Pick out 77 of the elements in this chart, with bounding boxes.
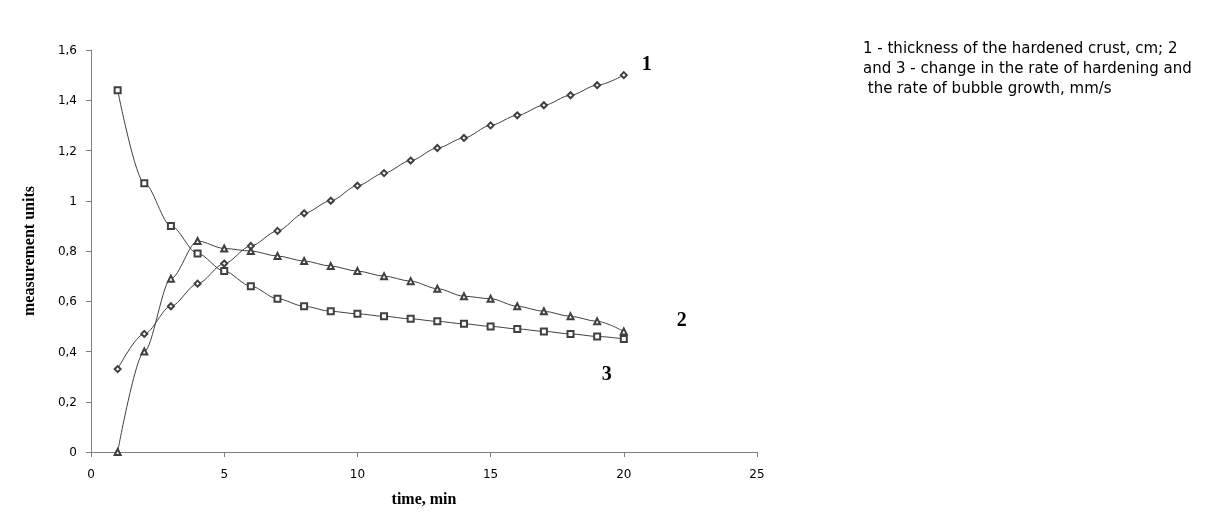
x-tick-label: 25 bbox=[749, 467, 765, 481]
point bbox=[166, 302, 175, 311]
point bbox=[113, 86, 122, 95]
point bbox=[486, 322, 495, 331]
y-tick-label: 0,6 bbox=[57, 294, 77, 309]
point bbox=[273, 226, 282, 235]
point bbox=[433, 317, 442, 326]
y-tick-label: 0,4 bbox=[57, 344, 77, 359]
text: 1 - thickness of the hardened crust, cm; 2 and 3 - change in the rate of hardening and the rate of bubble growth, mm/s bbox=[863, 39, 1192, 97]
text: 2 bbox=[676, 308, 687, 331]
point bbox=[486, 294, 495, 303]
point bbox=[380, 169, 389, 178]
point bbox=[300, 209, 309, 218]
point bbox=[166, 274, 175, 283]
point bbox=[433, 143, 442, 152]
x-axis-title: time, min bbox=[391, 489, 457, 507]
point bbox=[353, 181, 362, 190]
point bbox=[326, 307, 335, 316]
point bbox=[619, 334, 628, 343]
point bbox=[300, 302, 309, 311]
x-tick-label: 15 bbox=[482, 467, 499, 481]
point bbox=[539, 327, 548, 336]
point bbox=[140, 179, 149, 188]
point bbox=[566, 312, 575, 321]
point bbox=[193, 236, 202, 245]
point bbox=[406, 314, 415, 323]
point bbox=[566, 91, 575, 100]
y-tick-label: 0,2 bbox=[57, 394, 77, 409]
point bbox=[353, 309, 362, 318]
series-label: 1 bbox=[641, 52, 652, 75]
y-tick-label: 1,2 bbox=[57, 143, 77, 158]
point bbox=[513, 324, 522, 333]
point bbox=[459, 319, 468, 328]
series-label: 3 bbox=[601, 361, 612, 384]
y-tick-label: 1,6 bbox=[57, 43, 77, 57]
point bbox=[140, 329, 149, 338]
x-tick-label: 0 bbox=[87, 467, 95, 481]
point bbox=[406, 156, 415, 165]
y-axis-title: measurement units bbox=[19, 186, 37, 316]
point bbox=[566, 329, 575, 338]
point bbox=[619, 71, 628, 80]
x-tick-label: 10 bbox=[349, 467, 366, 481]
point bbox=[380, 312, 389, 321]
point bbox=[539, 307, 548, 316]
point bbox=[246, 282, 255, 291]
point bbox=[513, 111, 522, 120]
point bbox=[593, 317, 602, 326]
y-tick-label: 1,4 bbox=[57, 93, 77, 108]
point bbox=[459, 133, 468, 142]
point bbox=[406, 277, 415, 286]
point bbox=[193, 279, 202, 288]
y-tick-label: 1 bbox=[69, 193, 77, 208]
point bbox=[619, 327, 628, 336]
point bbox=[166, 221, 175, 230]
point bbox=[113, 365, 122, 374]
point bbox=[326, 196, 335, 205]
point bbox=[220, 244, 229, 253]
point bbox=[433, 284, 442, 293]
point bbox=[353, 267, 362, 276]
point bbox=[486, 121, 495, 130]
point bbox=[380, 272, 389, 281]
point bbox=[220, 259, 229, 268]
point bbox=[459, 292, 468, 301]
x-tick-label: 20 bbox=[616, 467, 632, 481]
point bbox=[193, 249, 202, 258]
point bbox=[273, 294, 282, 303]
point bbox=[220, 267, 229, 276]
y-tick-label: 0 bbox=[69, 445, 77, 459]
point bbox=[513, 302, 522, 311]
point bbox=[593, 332, 602, 341]
point bbox=[539, 101, 548, 110]
point bbox=[246, 241, 255, 250]
y-tick-label: 0,8 bbox=[57, 244, 77, 258]
x-tick-label: 5 bbox=[220, 467, 229, 481]
point bbox=[593, 81, 602, 90]
point bbox=[140, 347, 149, 356]
point bbox=[326, 262, 335, 271]
